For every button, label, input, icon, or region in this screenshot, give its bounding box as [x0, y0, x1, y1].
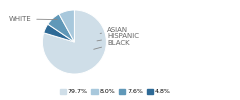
Wedge shape — [48, 14, 74, 42]
Wedge shape — [59, 10, 74, 42]
Wedge shape — [44, 24, 74, 42]
Text: BLACK: BLACK — [94, 40, 130, 49]
Text: HISPANIC: HISPANIC — [97, 33, 139, 41]
Text: ASIAN: ASIAN — [100, 27, 128, 33]
Legend: 79.7%, 8.0%, 7.6%, 4.8%: 79.7%, 8.0%, 7.6%, 4.8% — [57, 86, 173, 97]
Wedge shape — [42, 10, 106, 74]
Text: WHITE: WHITE — [8, 16, 57, 22]
